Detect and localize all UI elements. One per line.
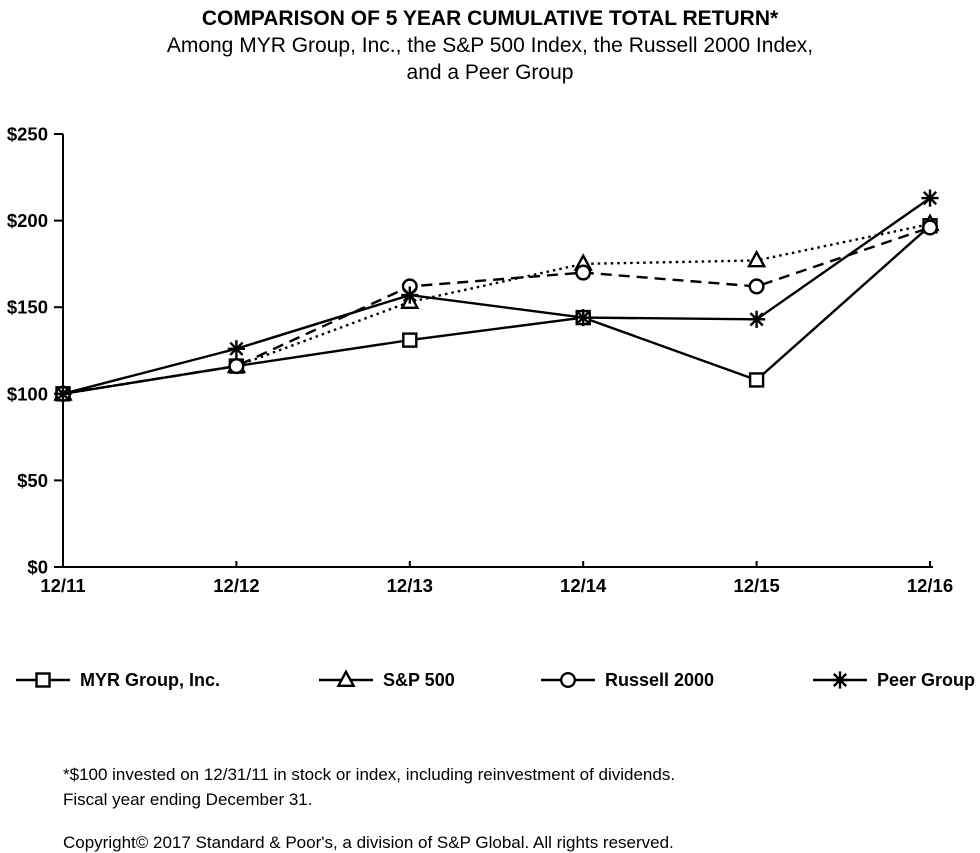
- y-tick-label: $100: [7, 383, 48, 404]
- footnote-investment: *$100 invested on 12/31/11 in stock or i…: [63, 762, 675, 812]
- russell2000-line-sample-icon: [541, 671, 595, 689]
- circle-marker-icon: [748, 278, 765, 295]
- legend-label-russell2000: Russell 2000: [605, 669, 715, 690]
- y-tick-label: $50: [17, 470, 48, 491]
- chart-title: COMPARISON OF 5 YEAR CUMULATIVE TOTAL RE…: [201, 7, 779, 30]
- circle-marker-icon: [560, 671, 577, 689]
- circle-marker-icon: [575, 264, 592, 281]
- y-tick-label: $0: [27, 557, 48, 578]
- x-tick-label: 12/15: [733, 575, 779, 596]
- legend-label-sp500: S&P 500: [383, 669, 455, 690]
- legend-item-peer-group: Peer Group: [812, 667, 975, 693]
- series-russell-2000: [55, 219, 939, 402]
- footnote-copyright-sp: Copyright© 2017 Standard & Poor's, a div…: [63, 833, 674, 852]
- myr-group-line-sample-icon: [16, 672, 70, 688]
- legend-item-russell2000: Russell 2000: [540, 667, 714, 693]
- x-tick-label: 12/14: [560, 575, 607, 596]
- footnote-copyrights: Copyright© 2017 Standard & Poor's, a div…: [63, 830, 675, 853]
- y-tick-label: $200: [7, 210, 48, 231]
- legend-label-myr-group: MYR Group, Inc.: [80, 669, 221, 690]
- legend-item-myr-group: MYR Group, Inc.: [15, 667, 220, 693]
- x-tick-label: 12/16: [907, 575, 953, 596]
- star-marker-icon: [748, 310, 766, 328]
- x-tick-label: 12/12: [213, 575, 259, 596]
- chart-subtitle-line1: Among MYR Group, Inc., the S&P 500 Index…: [166, 34, 814, 57]
- series-line: [62, 226, 931, 395]
- circle-marker-icon: [922, 219, 939, 236]
- series-line: [62, 197, 931, 395]
- footnotes: *$100 invested on 12/31/11 in stock or i…: [63, 762, 675, 853]
- legend-item-sp500: S&P 500: [318, 667, 455, 693]
- y-tick-label: $150: [7, 297, 48, 318]
- footnote-fiscal-note: Fiscal year ending December 31.: [63, 790, 313, 809]
- title-block: COMPARISON OF 5 YEAR CUMULATIVE TOTAL RE…: [0, 5, 980, 86]
- star-marker-icon: [831, 671, 849, 689]
- y-tick-label: $250: [7, 124, 48, 145]
- triangle-marker-icon: [336, 669, 356, 687]
- chart-subtitle-line2: and a Peer Group: [406, 61, 574, 84]
- chart-legend: MYR Group, Inc. S&P 500 Russell 2000 Pee…: [0, 667, 980, 693]
- x-tick-label: 12/11: [40, 575, 85, 596]
- cumulative-return-line-chart: $0 $50 $100 $150 $200 $250 12/11 12/12 12/13 12/1…: [7, 124, 953, 597]
- series-peer-group: [54, 189, 939, 403]
- legend-label-peer-group: Peer Group: [877, 669, 976, 690]
- x-tick-label: 12/13: [387, 575, 433, 596]
- series-s-p-500: [53, 213, 940, 401]
- star-marker-icon: [401, 286, 419, 304]
- star-marker-icon: [921, 189, 939, 207]
- sp500-line-sample-icon: [319, 669, 373, 687]
- series-line: [62, 222, 931, 395]
- square-marker-icon: [748, 372, 765, 388]
- square-marker-icon: [35, 672, 51, 688]
- peer-group-line-sample-icon: [813, 671, 867, 689]
- star-marker-icon: [54, 385, 72, 403]
- star-marker-icon: [574, 308, 592, 327]
- square-marker-icon: [402, 332, 418, 348]
- circle-marker-icon: [228, 358, 245, 375]
- triangle-marker-icon: [746, 249, 767, 268]
- star-marker-icon: [227, 340, 245, 358]
- footnote-invest-note: *$100 invested on 12/31/11 in stock or i…: [63, 765, 676, 784]
